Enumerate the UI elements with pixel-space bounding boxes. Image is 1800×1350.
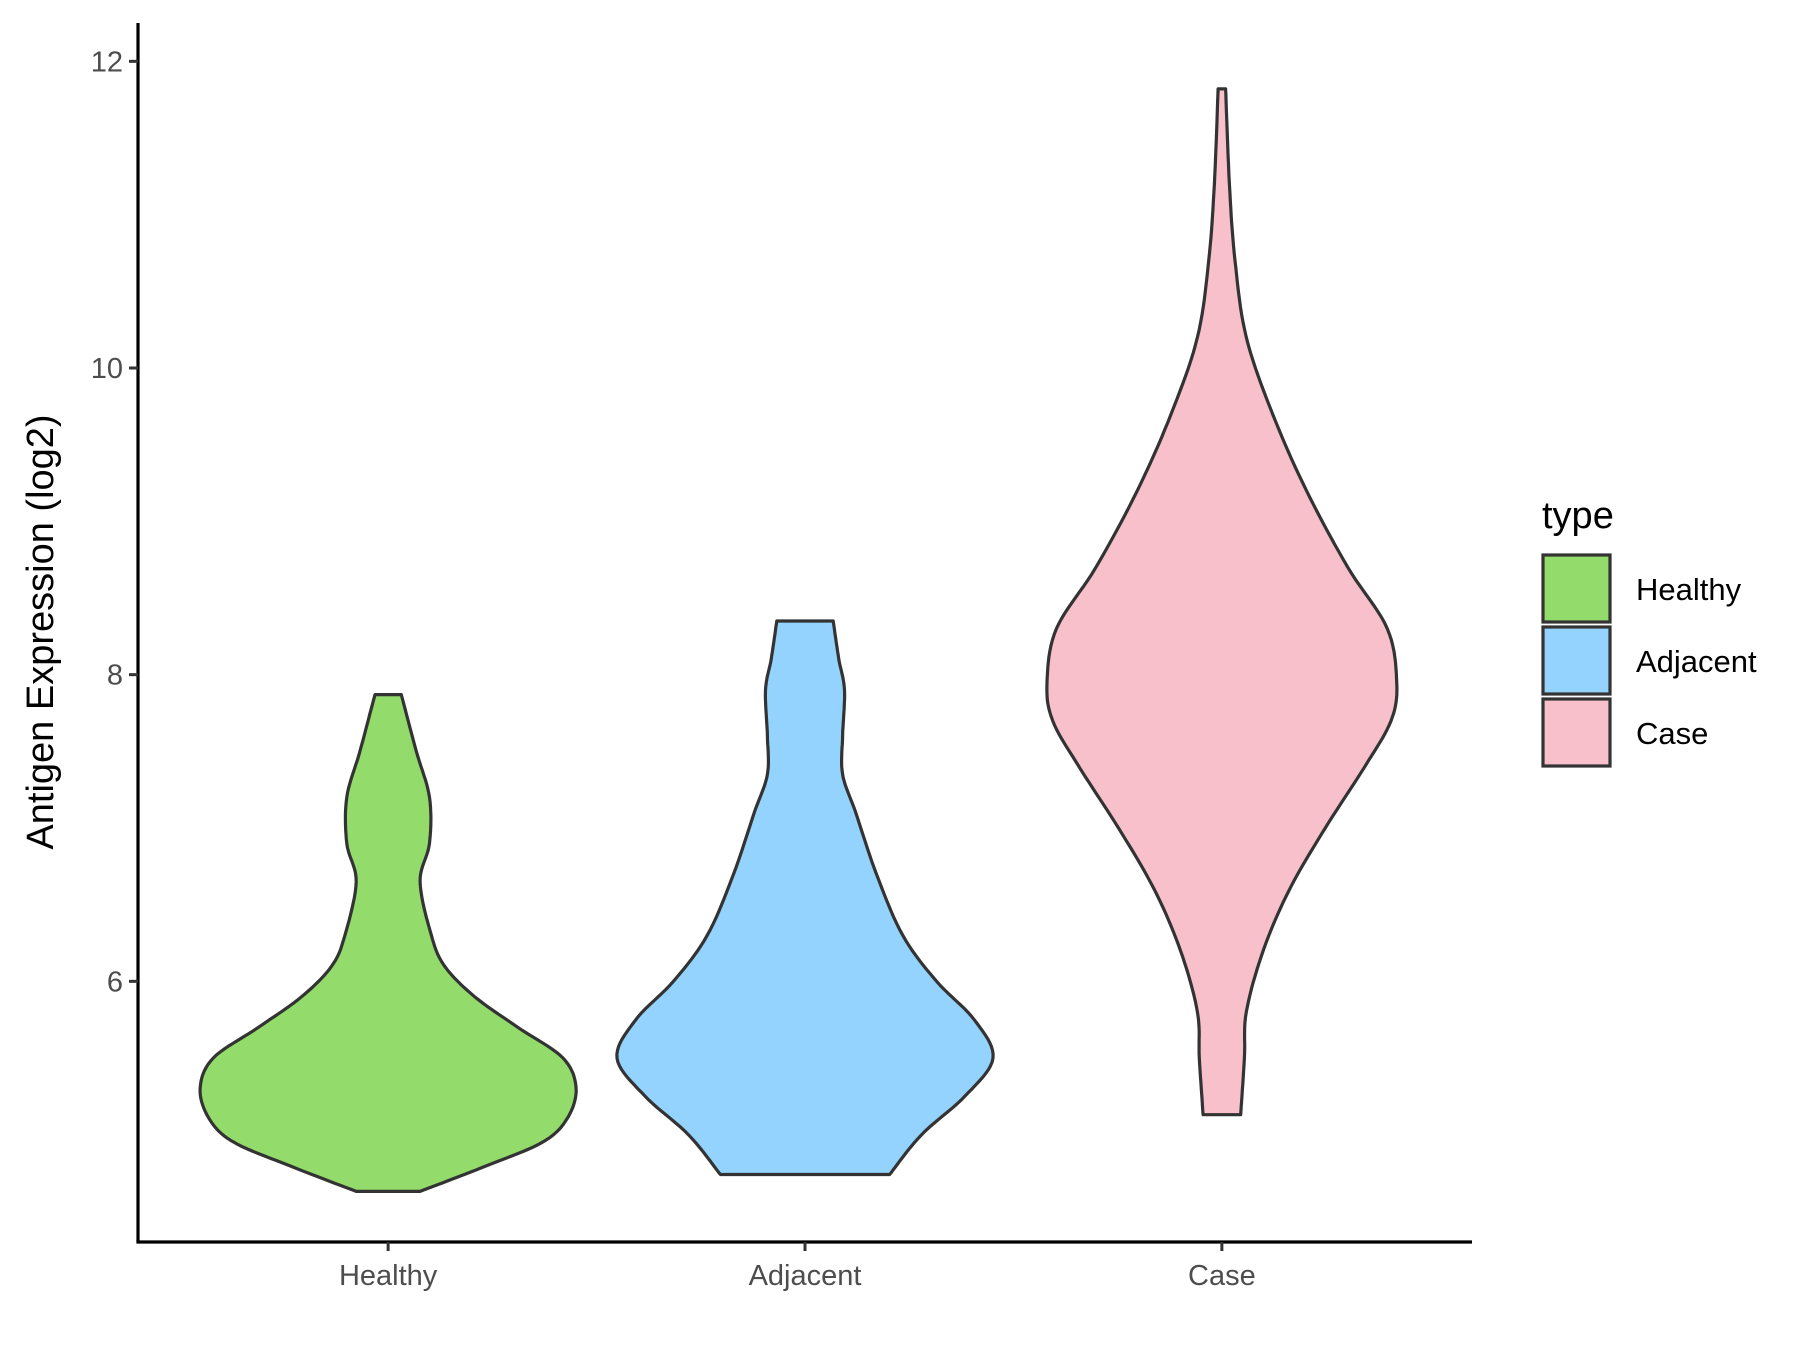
y-tick-label: 10 — [91, 353, 123, 385]
violin-adjacent — [615, 619, 995, 1177]
violin-case — [1045, 87, 1399, 1117]
violin-layer — [198, 87, 1399, 1193]
legend: type Healthy Adjacent Case — [1541, 495, 1757, 768]
y-ticks: 6 8 10 12 — [91, 46, 138, 998]
x-tick-label-case: Case — [1188, 1260, 1256, 1292]
legend-title: type — [1542, 495, 1614, 537]
y-tick-label: 12 — [91, 46, 123, 78]
legend-key-healthy — [1541, 553, 1612, 624]
x-tick-label-healthy: Healthy — [339, 1260, 438, 1292]
y-axis-title: Antigen Expression (log2) — [20, 414, 62, 849]
x-tick-label-adjacent: Adjacent — [749, 1260, 862, 1292]
legend-label-adjacent: Adjacent — [1636, 644, 1757, 679]
x-ticks: Healthy Adjacent Case — [339, 1242, 1256, 1292]
legend-label-case: Case — [1636, 716, 1708, 751]
y-tick-label: 6 — [107, 966, 123, 998]
legend-label-healthy: Healthy — [1636, 572, 1742, 607]
legend-key-adjacent — [1541, 625, 1612, 696]
violin-healthy — [198, 693, 578, 1193]
legend-key-case — [1541, 697, 1612, 768]
y-tick-label: 8 — [107, 660, 123, 692]
